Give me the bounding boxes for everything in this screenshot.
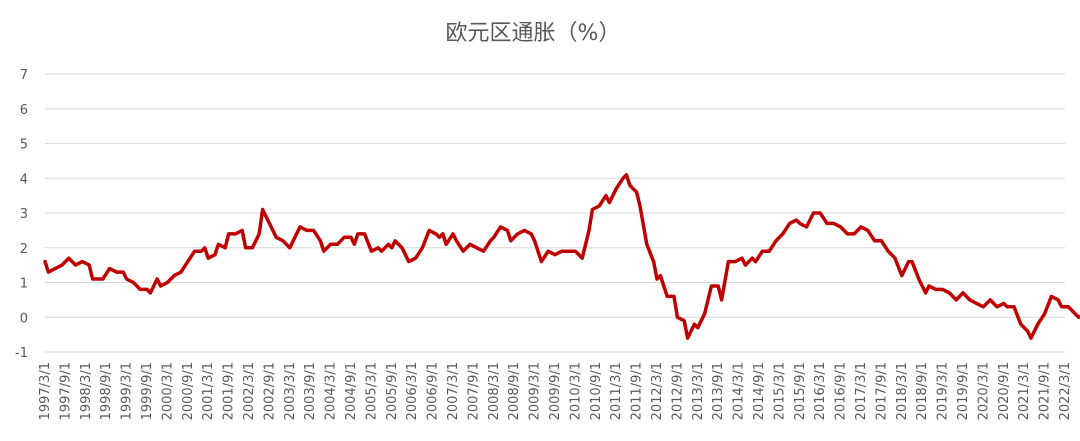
x-tick-label: 2012/9/1 (670, 362, 685, 420)
x-tick-label: 2020/9/1 (997, 362, 1012, 420)
x-tick-label: 2019/3/1 (936, 362, 951, 420)
x-tick-label: 2021/9/1 (1038, 362, 1053, 420)
y-tick-label: 4 (20, 172, 28, 187)
x-tick-label: 2019/9/1 (956, 362, 971, 420)
x-tick-label: 2004/3/1 (324, 362, 339, 420)
series-layer (43, 173, 1080, 340)
y-tick-label: 5 (20, 138, 28, 153)
x-tick-label: 2017/3/1 (854, 362, 869, 420)
x-tick-label: 2018/9/1 (915, 362, 930, 420)
y-tick-label: 7 (20, 68, 28, 83)
x-tick-label: 2009/3/1 (528, 362, 543, 420)
x-tick-label: 2020/3/1 (976, 362, 991, 420)
y-axis-labels: -1 0 1 2 3 4 5 6 7 (15, 68, 28, 361)
x-tick-label: 2010/9/1 (589, 362, 604, 420)
y-tick-label: 0 (20, 311, 28, 326)
x-tick-label: 2016/9/1 (834, 362, 849, 420)
x-tick-label: 2007/9/1 (466, 362, 481, 420)
x-tick-label: 2018/3/1 (895, 362, 910, 420)
x-tick-label: 2002/3/1 (242, 362, 257, 420)
y-tick-label: 3 (20, 207, 28, 222)
x-tick-label: 1997/3/1 (38, 362, 53, 420)
x-tick-label: 2011/3/1 (609, 362, 624, 420)
x-tick-label: 2000/9/1 (181, 362, 196, 420)
x-tick-label: 2007/3/1 (446, 362, 461, 420)
x-tick-label: 2005/9/1 (385, 362, 400, 420)
chart-title: 欧元区通胀（%） (446, 21, 621, 46)
y-tick-label: 1 (20, 277, 28, 292)
x-tick-label: 2021/3/1 (1017, 362, 1032, 420)
x-tick-label: 2014/3/1 (732, 362, 747, 420)
x-tick-label: 2001/9/1 (222, 362, 237, 420)
x-tick-label: 2009/9/1 (548, 362, 563, 420)
x-tick-label: 2013/9/1 (711, 362, 726, 420)
x-tick-label: 2013/3/1 (691, 362, 706, 420)
y-tick-label: -1 (15, 346, 28, 361)
x-tick-label: 2012/3/1 (650, 362, 665, 420)
x-tick-label: 1997/9/1 (58, 362, 73, 420)
y-tick-label: 6 (20, 103, 28, 118)
x-axis-labels: 1997/3/1 1997/9/1 1998/3/1 1998/9/1 1999/3/1… (38, 362, 1073, 420)
y-tick-label: 2 (20, 242, 28, 257)
grid-lines (45, 73, 1065, 353)
x-tick-label: 2004/9/1 (344, 362, 359, 420)
x-tick-label: 1999/3/1 (120, 362, 135, 420)
x-tick-label: 2002/9/1 (262, 362, 277, 420)
x-tick-label: 2006/9/1 (426, 362, 441, 420)
x-tick-label: 1998/3/1 (79, 362, 94, 420)
x-tick-label: 2008/9/1 (507, 362, 522, 420)
x-tick-label: 2014/9/1 (752, 362, 767, 420)
x-tick-label: 2001/3/1 (201, 362, 216, 420)
x-tick-label: 2010/3/1 (568, 362, 583, 420)
x-tick-label: 1999/9/1 (140, 362, 155, 420)
x-tick-label: 1998/9/1 (99, 362, 114, 420)
x-tick-label: 2011/9/1 (630, 362, 645, 420)
x-tick-label: 2015/9/1 (793, 362, 808, 420)
series-line (43, 173, 1080, 340)
x-tick-label: 2017/9/1 (874, 362, 889, 420)
x-tick-label: 2000/3/1 (160, 362, 175, 420)
x-tick-label: 2015/3/1 (772, 362, 787, 420)
x-tick-label: 2003/3/1 (283, 362, 298, 420)
x-tick-label: 2005/3/1 (364, 362, 379, 420)
x-tick-label: 2003/9/1 (303, 362, 318, 420)
x-tick-label: 2008/3/1 (487, 362, 502, 420)
x-tick-label: 2016/3/1 (813, 362, 828, 420)
x-tick-label: 2022/3/1 (1058, 362, 1073, 420)
x-tick-label: 2006/3/1 (405, 362, 420, 420)
